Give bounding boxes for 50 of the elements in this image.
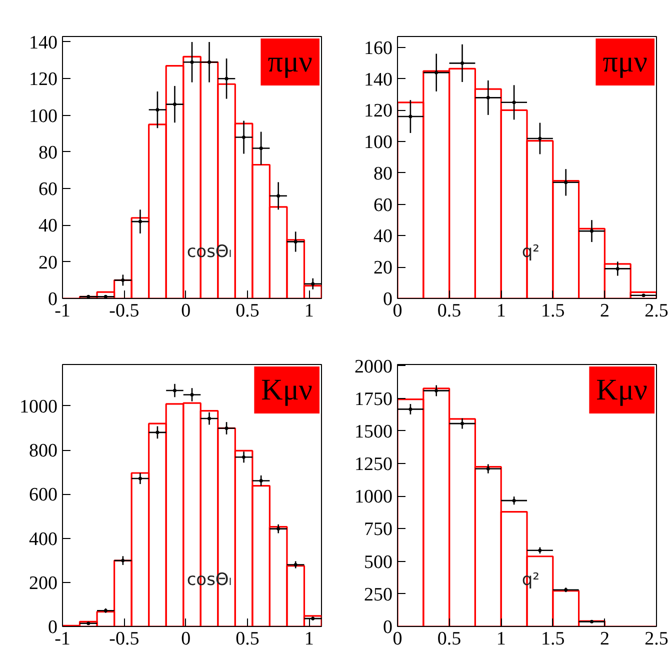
y-tick-label: 1750	[354, 388, 392, 410]
y-tick-label: 120	[364, 100, 392, 122]
y-tick-label: 60	[374, 194, 392, 216]
x-tick-label: 0.5	[437, 628, 462, 650]
x-tick-label: 1	[304, 300, 314, 322]
y-tick-label: 2000	[354, 356, 392, 378]
chart-title: Kμν	[261, 374, 313, 406]
x-tick-label: 1.5	[541, 628, 565, 650]
x-tick-label: 1.5	[541, 300, 565, 322]
x-tick-label: 0.5	[236, 300, 260, 322]
x-tick-label: 0	[181, 300, 191, 322]
y-tick-label: 20	[38, 252, 58, 274]
x-tick-label: -0.5	[109, 300, 140, 322]
y-tick-label: 1250	[354, 454, 392, 476]
x-tick-label: 0.5	[437, 300, 462, 322]
y-tick-label: 20	[374, 258, 392, 279]
y-tick-label: 100	[364, 132, 392, 154]
y-tick-label: 1000	[354, 486, 392, 508]
chart-title: Kμν	[596, 374, 648, 406]
y-tick-label: 400	[29, 528, 58, 550]
y-tick-label: 120	[29, 69, 58, 90]
y-tick-label: 140	[364, 69, 392, 90]
chart-title: πμν	[268, 46, 312, 78]
y-tick-label: 40	[374, 226, 392, 248]
x-tick-label: 1	[304, 628, 314, 650]
x-tick-label: 2.5	[644, 628, 668, 650]
chart-title: πμν	[602, 46, 648, 78]
y-tick-label: 200	[29, 572, 58, 594]
y-tick-label: 100	[29, 106, 58, 127]
y-tick-label: 80	[38, 142, 58, 164]
x-tick-label: 0	[181, 628, 191, 650]
x-tick-label: 2	[600, 628, 610, 650]
y-tick-label: 750	[364, 519, 392, 540]
x-tick-label: 1	[496, 300, 506, 322]
x-tick-label: 2	[600, 300, 610, 322]
y-tick-label: 160	[364, 38, 392, 59]
x-tick-label: 1	[496, 628, 506, 650]
x-tick-label: 2.5	[644, 300, 668, 322]
y-tick-label: 800	[29, 440, 58, 462]
x-tick-label: 0.5	[236, 628, 260, 650]
y-tick-label: 80	[374, 163, 392, 184]
y-tick-label: 1000	[20, 396, 58, 418]
y-tick-label: 140	[29, 32, 58, 54]
y-tick-label: 1500	[354, 421, 392, 442]
y-tick-label: 40	[38, 216, 58, 237]
y-tick-label: 500	[364, 552, 392, 573]
x-tick-label: -0.5	[109, 628, 140, 650]
y-tick-label: 250	[364, 584, 392, 606]
y-tick-label: 60	[38, 179, 58, 200]
y-tick-label: 600	[29, 484, 58, 506]
